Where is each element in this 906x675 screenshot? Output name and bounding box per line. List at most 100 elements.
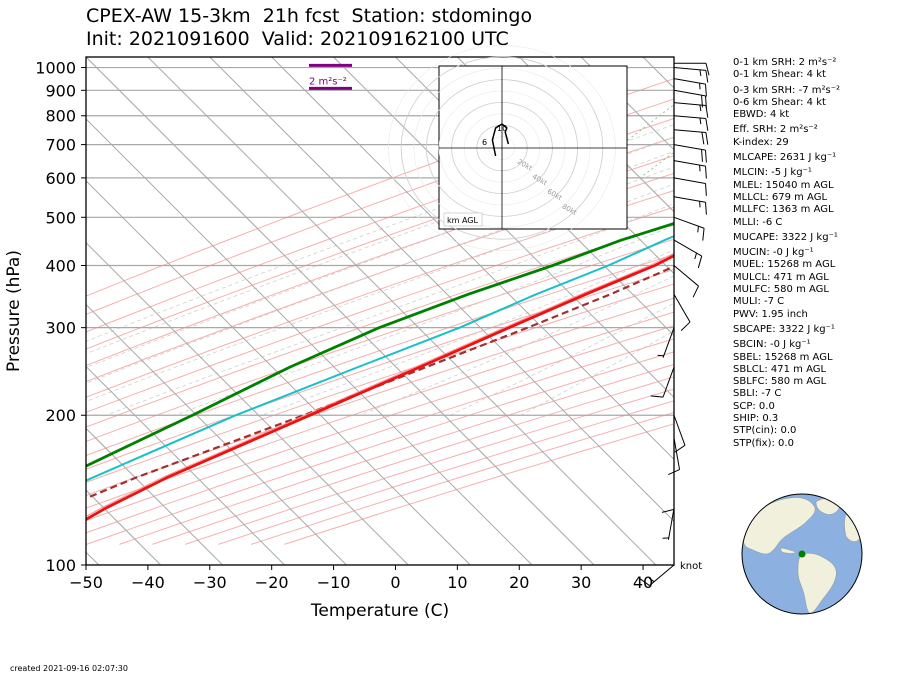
wind-barb-flag [639,577,650,586]
plot-frame [85,56,675,566]
wind-barbs [639,62,710,586]
wind-barb-staff [662,366,675,398]
param-sbli: SBLI: -7 C [733,388,782,400]
param-sblfc: SBLFC: 580 m AGL [733,376,827,388]
wind-barb-flag [680,321,691,332]
isotherm-line [86,427,223,565]
wind-barb-half-flag [697,226,699,233]
wind-barb-flag [705,118,709,131]
chart-title-line1: CPEX-AW 15-3km 21h fcst Station: stdomin… [86,5,533,27]
param-stp-fix: STP(fix): 0.0 [733,437,794,449]
wind-barb-half-flag [699,104,702,112]
hodograph-height-label: 10 [497,124,507,133]
wind-barb [650,366,675,398]
x-tick-label: −10 [317,573,351,592]
param-mulfc: MULFC: 580 m AGL [733,284,829,296]
isotherm-line [86,489,162,565]
globe-outline [741,493,863,615]
wind-barb-flag [705,84,707,97]
wind-barb-flag [697,255,703,269]
wind-barb-staff [673,160,706,167]
x-tick-label: 40 [633,573,653,592]
wind-barb [673,294,691,332]
isotherm-line [86,303,347,565]
wind-barb-half-flag [657,354,664,357]
isotherm-line [271,57,674,461]
wind-barb [674,62,710,76]
wind-barb [673,160,707,179]
south-america-land [797,553,837,614]
param-mulcl: MULCL: 471 m AGL [733,271,829,283]
caribbean-islands [779,547,797,554]
param-scp: SCP: 0.0 [733,400,775,412]
wind-barb [673,78,707,97]
param-shear06: 0-6 km Shear: 4 kt [733,96,826,108]
param-sbcape: SBCAPE: 3322 J kg⁻¹ [733,323,835,335]
wind-barb [673,196,707,215]
x-tick-label: −50 [69,573,103,592]
param-mllcl: MLLCL: 679 m AGL [733,191,828,203]
globe-landmasses [742,497,861,614]
x-tick-label: 20 [509,573,529,592]
wind-barb-staff [649,564,675,586]
wind-barb-staff [673,216,705,229]
param-srh01: 0-1 km SRH: 2 m²s⁻² [733,57,837,68]
param-kindex: K-index: 29 [733,136,789,148]
y-tick-label: 600 [45,169,76,188]
moist-adiabat-line [862,57,889,68]
wind-barb-flag [661,508,675,513]
wind-barb-staff [662,327,675,358]
param-sbcin: SBCIN: -0 J kg⁻¹ [733,339,811,351]
dry-adiabat-line [86,351,674,545]
wind-unit-label: knot [680,561,702,572]
wind-barb-staff [673,294,691,323]
dry-adiabat-line [86,222,674,428]
dry-adiabat-line [86,254,674,457]
wind-barb-flag [705,70,709,83]
wind-barb-flag [668,469,680,476]
wind-barb-flag [701,149,703,162]
param-mlli: MLLI: -6 C [733,216,783,228]
y-tick-label: 900 [45,81,76,100]
x-tick-label: −30 [193,573,227,592]
africa-europe-land [844,513,861,542]
wind-barb-staff [667,508,675,540]
profiles-layer: 2 m²s⁻² [86,63,674,521]
param-muel: MUEL: 15268 m AGL [733,259,836,271]
param-shear01: 0-1 km Shear: 4 kt [733,69,826,81]
north-america-land [742,497,816,555]
parameters-panel: 0-1 km SRH: 2 m²s⁻² 0-1 km Shear: 4 kt 0… [733,57,840,450]
dewpoint-trace [86,222,674,468]
wind-barb [673,129,709,145]
dry-adiabat-line [86,338,674,534]
hodograph-trace [491,123,510,157]
hodograph-frame [438,65,628,230]
wind-barb-staff [673,129,706,133]
wind-barb [673,144,707,163]
wind-barb [668,437,681,476]
wind-barb-staff [673,78,706,85]
dry-adiabat-line [86,311,674,509]
x-tick-label: 0 [390,573,400,592]
x-axis-label: Temperature (C) [310,601,449,621]
hodograph-legend-box [443,212,483,227]
wind-barb-staff [673,196,706,203]
y-axis-label: Pressure (hPa) [4,250,24,372]
wind-barb-staff [673,415,686,446]
wind-barb-flag [705,63,710,76]
wind-barb-flag [701,95,703,108]
param-mlcin: MLCIN: -5 J kg⁻¹ [733,167,812,179]
wind-barb-flag [692,285,699,298]
hodograph-legend-label: km AGL [447,216,479,225]
x-tick-label: −20 [255,573,289,592]
dry-adiabat-line [86,78,674,297]
isotherm-line [86,241,409,565]
param-srh03: 0-3 km SRH: -7 m²s⁻² [733,84,840,96]
param-muli: MULI: -7 C [733,296,785,308]
wind-barb-staff [673,239,702,257]
wind-barb-staff [673,89,706,97]
dry-adiabat-line [86,172,674,383]
wind-barb [657,327,675,358]
